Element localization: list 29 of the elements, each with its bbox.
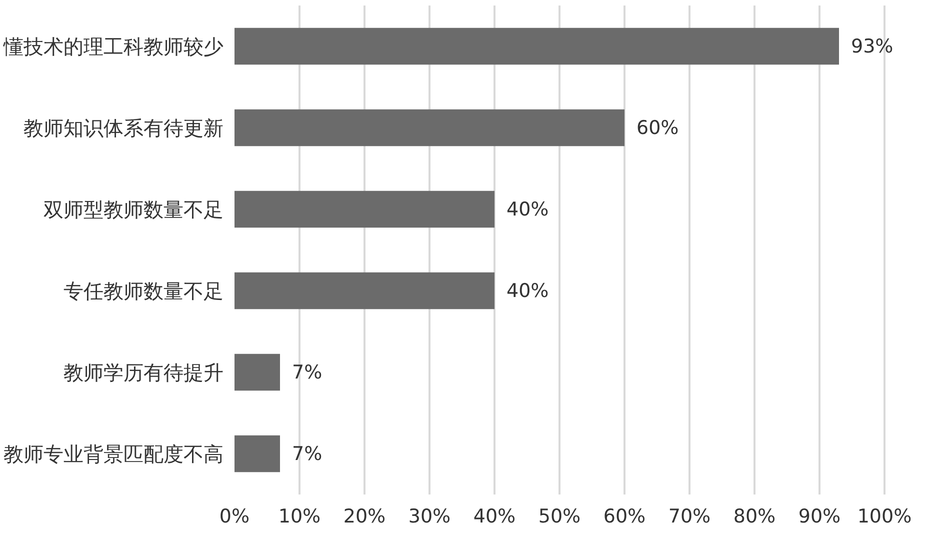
y-tick-label: 教师学历有待提升 [64, 360, 224, 384]
x-tick-label: 0% [219, 506, 250, 528]
x-tick-label: 100% [857, 506, 912, 528]
y-tick-label: 教师知识体系有待更新 [24, 116, 224, 140]
data-label: 7% [292, 361, 322, 384]
x-tick-label: 70% [668, 506, 711, 528]
x-tick-label: 50% [538, 506, 581, 528]
bar [234, 272, 494, 310]
y-tick-label: 懂技术的理工科教师较少 [2, 34, 224, 58]
x-tick-label: 90% [798, 506, 841, 528]
bar [234, 354, 280, 391]
data-label: 60% [636, 116, 679, 139]
data-label: 7% [292, 442, 322, 465]
data-label: 93% [851, 35, 894, 58]
x-tick-label: 20% [343, 506, 386, 528]
y-tick-label: 双师型教师数量不足 [44, 197, 224, 222]
bar [234, 109, 624, 146]
x-tick-label: 60% [603, 506, 646, 528]
data-label: 40% [506, 198, 549, 220]
x-tick-label: 10% [278, 506, 321, 528]
bar [234, 190, 494, 228]
bar [234, 28, 839, 65]
data-label: 40% [506, 280, 549, 302]
bar [234, 435, 280, 472]
y-tick-label: 专任教师数量不足 [64, 278, 224, 303]
y-tick-label: 教师专业背景匹配度不高 [4, 442, 224, 466]
x-tick-label: 40% [473, 506, 516, 528]
x-tick-label: 30% [408, 506, 451, 528]
x-tick-label: 80% [733, 506, 776, 528]
